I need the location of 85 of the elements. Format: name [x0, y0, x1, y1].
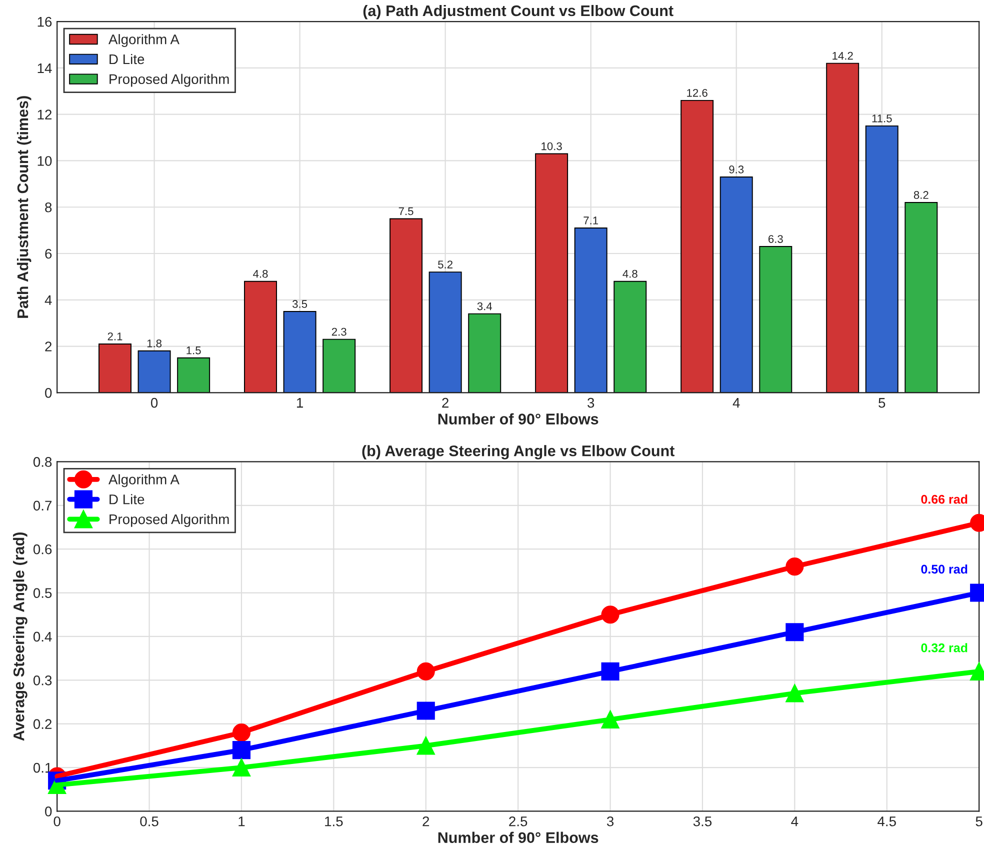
annotation: 0.66 rad: [921, 494, 968, 504]
bar: [390, 218, 423, 393]
x-tick-label: 0.5: [140, 816, 158, 826]
bar: [614, 280, 647, 393]
bar: [283, 311, 316, 393]
bar: [720, 176, 753, 393]
y-tick-label: 0.2: [33, 719, 52, 730]
data-label: 1.5: [186, 346, 201, 354]
data-label: 7.5: [398, 207, 414, 216]
data-label: 4.8: [253, 270, 268, 278]
y-tick-label: 0.6: [33, 544, 52, 554]
x-tick-label: 2.5: [509, 816, 528, 826]
y-tick-label: 0.7: [33, 500, 52, 511]
data-label: 1.8: [147, 339, 162, 348]
data-label: 4.8: [622, 270, 638, 278]
y-tick-label: 0: [45, 806, 52, 816]
x-tick-label: 1.5: [325, 816, 343, 826]
data-label: 8.2: [914, 191, 928, 199]
x-tick-label: 4.5: [878, 816, 896, 826]
y-tick-label: 4: [44, 295, 52, 305]
bar: [535, 153, 568, 393]
data-label: 2.3: [332, 328, 346, 336]
data-label: 3.5: [292, 300, 308, 308]
x-tick-label: 1: [296, 398, 303, 408]
chart-title: (b) Average Steering Angle vs Elbow Count: [362, 445, 675, 460]
bar: [680, 100, 714, 393]
x-axis-title: Number of 90° Elbows: [438, 832, 598, 844]
bar: [428, 272, 462, 393]
x-tick-label: 5: [878, 398, 886, 408]
x-tick-label: 3: [606, 816, 614, 826]
bar: [98, 343, 132, 393]
y-tick-label: 8: [45, 202, 52, 212]
legend-label: Proposed Algorithm: [110, 74, 229, 87]
bar: [865, 125, 898, 393]
bar: [826, 62, 860, 393]
data-label: 9.3: [729, 166, 744, 174]
x-tick-label: 4: [791, 816, 798, 826]
legend-label: Proposed Algorithm: [110, 514, 229, 527]
legend-label: D Lite: [110, 494, 144, 504]
bar: [177, 357, 210, 393]
x-tick-label: 0: [54, 816, 60, 826]
bar: [904, 202, 938, 393]
y-tick-label: 16: [38, 16, 52, 27]
data-label: 3.4: [477, 302, 492, 310]
data-label: 10.3: [542, 142, 562, 150]
x-tick-label: 2: [442, 398, 448, 408]
data-label: 14.2: [832, 52, 853, 60]
chart-title: (a) Path Adjustment Count vs Elbow Count: [363, 4, 674, 20]
bar: [468, 313, 502, 393]
x-tick-label: 0: [150, 398, 158, 408]
y-tick-label: 0.8: [33, 457, 52, 467]
y-tick-label: 0: [45, 388, 52, 398]
y-tick-label: 6: [45, 248, 52, 259]
y-tick-label: 12: [38, 110, 52, 120]
bar: [244, 280, 277, 393]
bar: [759, 246, 792, 393]
x-tick-label: 4: [732, 398, 740, 408]
annotation: 0.32 rad: [921, 643, 968, 652]
x-tick-label: 3.5: [693, 816, 712, 826]
y-tick-label: 2: [45, 342, 52, 352]
data-label: 6.3: [768, 235, 783, 243]
y-tick-label: 10: [38, 156, 52, 166]
legend-label: Algorithm A: [108, 34, 180, 48]
bar: [138, 350, 171, 393]
x-tick-label: 3: [588, 398, 594, 408]
data-label: 2.1: [108, 332, 122, 340]
y-tick-label: 14: [38, 63, 52, 73]
y-axis-title: Average Steering Angle (rad): [13, 532, 28, 741]
data-label: 12.6: [687, 88, 708, 97]
y-tick-label: 0.5: [33, 588, 52, 598]
y-axis-title: Path Adjustment Count (times): [16, 96, 32, 318]
x-tick-label: 1: [238, 816, 245, 826]
legend-label: Algorithm A: [108, 474, 180, 488]
annotation: 0.50 rad: [921, 564, 968, 574]
y-tick-label: 0.4: [33, 632, 52, 642]
x-tick-label: 2: [422, 816, 430, 826]
x-tick-label: 5: [976, 816, 982, 826]
bar: [322, 338, 356, 393]
data-label: 7.1: [584, 216, 598, 224]
legend-label: D Lite: [110, 54, 144, 64]
data-label: 11.5: [872, 114, 892, 122]
x-axis-title: Number of 90° Elbows: [438, 413, 598, 424]
bar: [574, 228, 608, 393]
y-tick-label: 0.3: [33, 675, 52, 686]
data-label: 5.2: [438, 260, 452, 268]
